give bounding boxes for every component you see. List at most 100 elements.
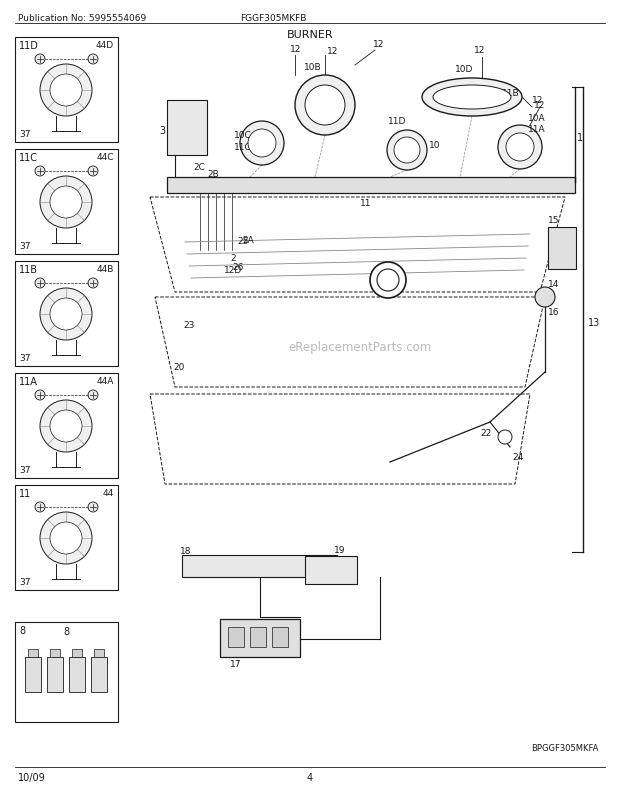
Polygon shape [150, 198, 565, 293]
Circle shape [40, 65, 92, 117]
Text: 44: 44 [103, 488, 114, 497]
Text: 11D: 11D [388, 117, 406, 126]
Text: 18: 18 [180, 546, 192, 555]
Circle shape [370, 263, 406, 298]
Text: Publication No: 5995554069: Publication No: 5995554069 [18, 14, 146, 23]
Circle shape [88, 278, 98, 289]
Text: 26: 26 [232, 263, 244, 272]
Text: 23: 23 [183, 321, 195, 330]
Text: 11: 11 [360, 198, 371, 207]
Text: 37: 37 [19, 354, 30, 363]
Bar [15, 485, 118, 590]
Circle shape [50, 75, 82, 107]
Text: 11B: 11B [502, 88, 520, 97]
Text: 19: 19 [334, 545, 346, 554]
Circle shape [35, 502, 45, 512]
Text: 11B: 11B [19, 265, 38, 274]
Text: 11A: 11A [528, 125, 546, 134]
Text: 37: 37 [19, 577, 30, 586]
Text: 37: 37 [19, 130, 30, 139]
Circle shape [88, 391, 98, 400]
Text: 10/09: 10/09 [18, 772, 46, 782]
Text: 37: 37 [19, 241, 30, 251]
Text: 14: 14 [548, 280, 559, 289]
Bar [25, 657, 41, 692]
Bar [15, 622, 118, 722]
Bar [28, 649, 38, 657]
Circle shape [40, 512, 92, 565]
Bar [182, 555, 337, 577]
Text: BPGGF305MKFA: BPGGF305MKFA [531, 743, 598, 752]
Circle shape [35, 278, 45, 289]
Text: 10A: 10A [528, 114, 546, 123]
Text: 20: 20 [173, 363, 184, 371]
Circle shape [498, 431, 512, 444]
Bar [548, 228, 576, 269]
Text: 15: 15 [548, 216, 559, 225]
Bar [47, 657, 63, 692]
Text: 12: 12 [533, 96, 544, 105]
Circle shape [248, 130, 276, 158]
Circle shape [377, 269, 399, 292]
Text: 11A: 11A [19, 376, 38, 387]
Text: 21: 21 [382, 276, 394, 286]
Text: FGGF305MKFB: FGGF305MKFB [240, 14, 306, 23]
Circle shape [35, 391, 45, 400]
Text: 12: 12 [327, 47, 339, 56]
Text: 10B: 10B [304, 63, 322, 72]
Text: 12D: 12D [224, 265, 242, 274]
Circle shape [35, 55, 45, 65]
Bar [272, 627, 288, 647]
Text: 12: 12 [290, 45, 301, 54]
Text: eReplacementParts.com: eReplacementParts.com [288, 341, 432, 354]
Text: 8: 8 [19, 626, 25, 635]
Bar [15, 374, 118, 479]
Circle shape [35, 167, 45, 176]
Text: 24: 24 [512, 452, 523, 461]
Circle shape [50, 187, 82, 219]
Circle shape [50, 411, 82, 443]
Text: 2: 2 [230, 253, 236, 263]
Circle shape [50, 298, 82, 330]
Text: 2C: 2C [193, 163, 205, 172]
Circle shape [40, 400, 92, 452]
Bar [69, 657, 85, 692]
Bar [167, 101, 207, 156]
Text: 11: 11 [19, 488, 31, 498]
Text: 11D: 11D [19, 41, 39, 51]
Circle shape [387, 131, 427, 171]
Text: 4: 4 [307, 772, 313, 782]
Circle shape [240, 122, 284, 166]
Circle shape [295, 76, 355, 136]
Text: 3: 3 [159, 126, 165, 136]
Text: 44D: 44D [96, 41, 114, 50]
Text: 22: 22 [480, 428, 491, 437]
Bar [220, 619, 300, 657]
Text: 11C: 11C [19, 153, 38, 163]
Bar [94, 649, 104, 657]
Circle shape [40, 176, 92, 229]
Polygon shape [150, 395, 530, 484]
Circle shape [498, 126, 542, 170]
Circle shape [394, 138, 420, 164]
Bar [15, 38, 118, 143]
Text: 17: 17 [230, 659, 242, 668]
Text: 12: 12 [474, 46, 485, 55]
Text: 37: 37 [19, 465, 30, 475]
Text: 44A: 44A [97, 376, 114, 386]
Text: 2A: 2A [242, 236, 254, 245]
Ellipse shape [433, 86, 511, 110]
Bar [305, 557, 357, 585]
Text: 25: 25 [237, 237, 249, 245]
Text: 2B: 2B [207, 170, 219, 179]
Text: 1: 1 [577, 133, 583, 143]
Ellipse shape [422, 79, 522, 117]
Circle shape [506, 134, 534, 162]
Circle shape [88, 55, 98, 65]
Circle shape [50, 522, 82, 554]
Circle shape [88, 167, 98, 176]
Bar [250, 627, 266, 647]
Circle shape [305, 86, 345, 126]
Text: 44B: 44B [97, 265, 114, 273]
Text: BURNER: BURNER [286, 30, 334, 40]
